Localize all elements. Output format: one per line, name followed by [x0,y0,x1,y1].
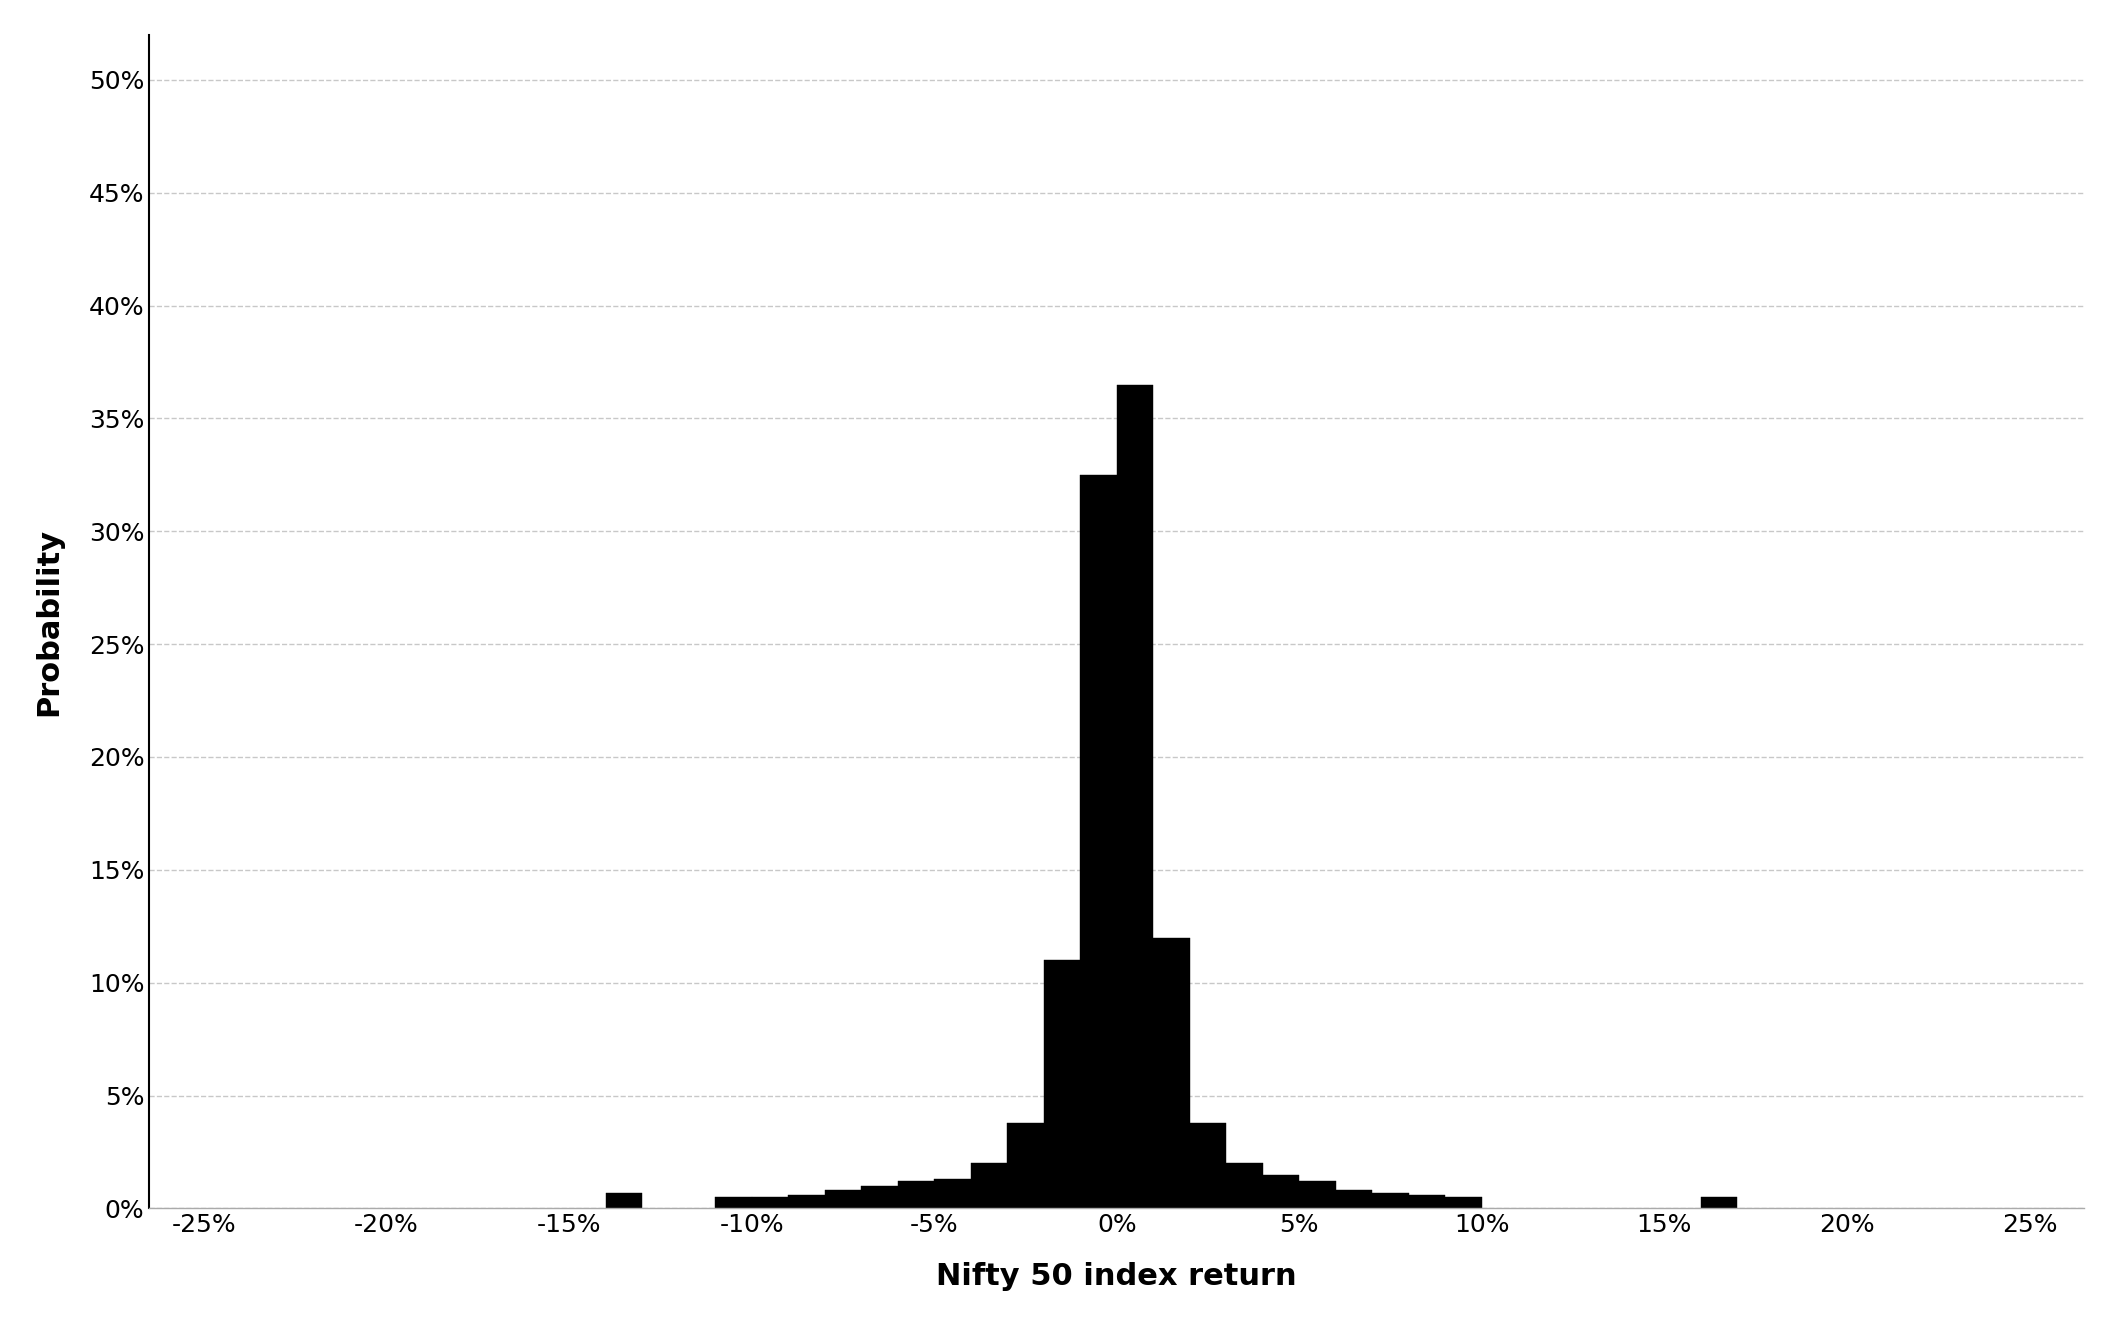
Bar [1263,1175,1299,1208]
Bar [824,1191,860,1208]
X-axis label: Nifty 50 index return: Nifty 50 index return [937,1262,1297,1292]
Bar [1081,475,1117,1208]
Bar [1189,1123,1227,1208]
Y-axis label: Probability: Probability [34,528,64,716]
Bar [934,1179,971,1208]
Bar [860,1185,898,1208]
Bar [1299,1181,1335,1208]
Bar [788,1195,824,1208]
Bar [898,1181,934,1208]
Bar [1007,1123,1045,1208]
Bar [971,1163,1007,1208]
Bar [1335,1191,1373,1208]
Bar [1117,385,1153,1208]
Bar [1153,937,1189,1208]
Bar [606,1192,642,1208]
Bar [1445,1197,1481,1208]
Bar [714,1197,752,1208]
Bar [1373,1192,1409,1208]
Bar [1409,1195,1445,1208]
Bar [1045,960,1081,1208]
Bar [1227,1163,1263,1208]
Bar [1702,1197,1738,1208]
Bar [752,1197,788,1208]
